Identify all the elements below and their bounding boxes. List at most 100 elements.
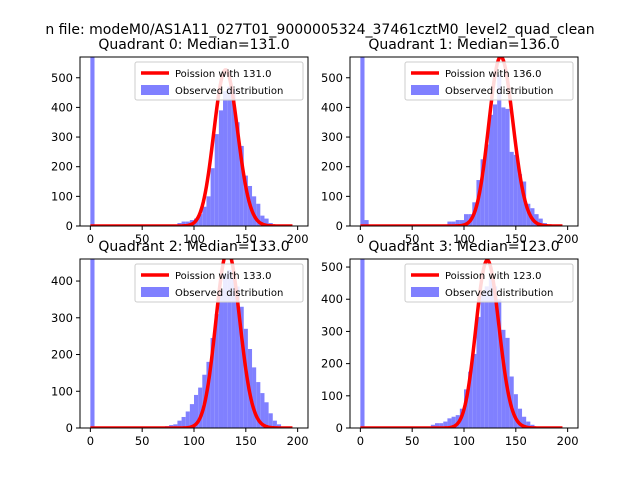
histogram-bar xyxy=(480,291,485,428)
y-tick-label: 300 xyxy=(51,130,73,144)
histogram-bar xyxy=(260,393,265,428)
histogram-bar xyxy=(218,290,224,428)
x-tick-label: 150 xyxy=(235,232,257,246)
plot-area xyxy=(89,259,294,428)
histogram-bar xyxy=(256,382,261,428)
histogram-bar xyxy=(252,367,257,428)
histogram-bar xyxy=(214,134,219,226)
histogram-bar xyxy=(181,221,186,226)
histogram-bar xyxy=(513,154,518,226)
histogram-bar xyxy=(231,89,236,226)
histogram-bar xyxy=(239,306,244,428)
y-tick-label: 200 xyxy=(51,160,73,174)
legend-box xyxy=(404,61,574,101)
y-tick-label: 300 xyxy=(321,130,343,144)
subplot-3: 0 50 100 150 200 0 100 200 300 400 500 Quadrant 3: … xyxy=(321,239,579,448)
histogram-bar xyxy=(538,218,543,226)
histogram-bar xyxy=(210,168,215,226)
legend-label-observed: Observed distribution xyxy=(445,288,553,299)
subplot-2: 0 50 100 150 200 0 100 200 300 400 Quadrant 2: Med… xyxy=(51,239,309,448)
histogram-bar xyxy=(194,394,199,428)
histogram-bar xyxy=(231,277,236,428)
histogram-bar xyxy=(459,220,464,226)
y-tick-label: 400 xyxy=(321,100,343,114)
y-tick-label: 0 xyxy=(66,219,73,233)
x-tick-label: 150 xyxy=(235,434,257,448)
histogram-bar xyxy=(223,273,228,428)
histogram-bar xyxy=(451,221,456,226)
histogram-bar xyxy=(206,196,211,226)
histogram-bar xyxy=(493,286,498,428)
histogram-bar xyxy=(173,424,178,428)
histogram-bar xyxy=(443,421,448,428)
x-tick-label: 100 xyxy=(183,232,205,246)
legend-label-poisson: Poission with 123.0 xyxy=(445,271,541,282)
y-tick-label: 100 xyxy=(321,389,343,403)
histogram-bar xyxy=(360,57,365,226)
legend-label-observed: Observed distribution xyxy=(175,288,283,299)
histogram-bar xyxy=(484,144,489,226)
y-tick-label: 200 xyxy=(51,348,73,362)
legend-label-poisson: Poission with 136.0 xyxy=(445,69,541,80)
histogram-bar xyxy=(268,413,273,428)
histogram-bar xyxy=(198,387,203,428)
histogram-bar xyxy=(509,151,514,226)
histogram-bar xyxy=(90,57,95,226)
x-tick-label: 50 xyxy=(405,232,420,246)
histogram-bar xyxy=(501,107,506,226)
histogram-bar xyxy=(256,203,261,226)
subplot-title: Quadrant 1: Median=136.0 xyxy=(368,37,559,53)
x-tick-label: 0 xyxy=(357,232,364,246)
histogram-bar xyxy=(177,420,182,428)
y-tick-label: 400 xyxy=(51,274,73,288)
histogram-bar xyxy=(243,175,248,226)
legend-bar-swatch xyxy=(141,85,169,95)
histogram-bar xyxy=(497,74,502,226)
x-tick-label: 50 xyxy=(135,232,150,246)
poisson-line xyxy=(89,259,294,428)
histogram-bar xyxy=(468,371,473,428)
histogram-bar xyxy=(189,404,194,428)
histogram-bar xyxy=(447,221,452,226)
x-tick-label: 50 xyxy=(135,434,150,448)
histogram-bar xyxy=(181,416,186,428)
histogram-bar xyxy=(480,159,485,226)
x-tick-label: 100 xyxy=(183,434,205,448)
poisson-line xyxy=(89,68,294,226)
histogram-bar xyxy=(260,215,265,226)
histogram-bar xyxy=(198,214,203,226)
histogram-bar xyxy=(517,174,523,226)
histogram-bar xyxy=(239,145,244,226)
histogram-bar xyxy=(464,214,469,226)
plot-area xyxy=(359,259,564,428)
y-tick-label: 500 xyxy=(321,260,343,274)
legend-box xyxy=(134,61,304,101)
histogram-bar xyxy=(227,270,232,428)
histogram-bar xyxy=(501,329,506,428)
histogram-bar xyxy=(364,220,369,226)
y-tick-label: 100 xyxy=(51,384,73,398)
legend-box xyxy=(134,263,304,303)
x-tick-label: 100 xyxy=(453,232,475,246)
histogram-bar xyxy=(476,316,481,428)
legend-label-observed: Observed distribution xyxy=(445,86,553,97)
histogram-bar xyxy=(214,314,219,428)
x-tick-label: 50 xyxy=(405,434,420,448)
y-tick-label: 100 xyxy=(321,189,343,203)
histogram-bar xyxy=(526,421,531,428)
histogram-bar xyxy=(360,259,365,428)
legend-box xyxy=(404,263,574,303)
legend-label-poisson: Poission with 131.0 xyxy=(175,69,271,80)
histogram-bar xyxy=(513,394,518,428)
y-tick-label: 0 xyxy=(66,421,73,435)
histogram-bar xyxy=(235,122,240,226)
histogram-bar xyxy=(272,420,277,428)
x-tick-label: 200 xyxy=(557,232,579,246)
histogram-bar xyxy=(534,214,539,226)
y-tick-label: 100 xyxy=(51,189,73,203)
histogram-bar xyxy=(90,259,95,428)
subplot-title: Quadrant 3: Median=123.0 xyxy=(368,239,559,255)
y-tick-label: 0 xyxy=(336,219,343,233)
legend-label-poisson: Poission with 133.0 xyxy=(175,271,271,282)
